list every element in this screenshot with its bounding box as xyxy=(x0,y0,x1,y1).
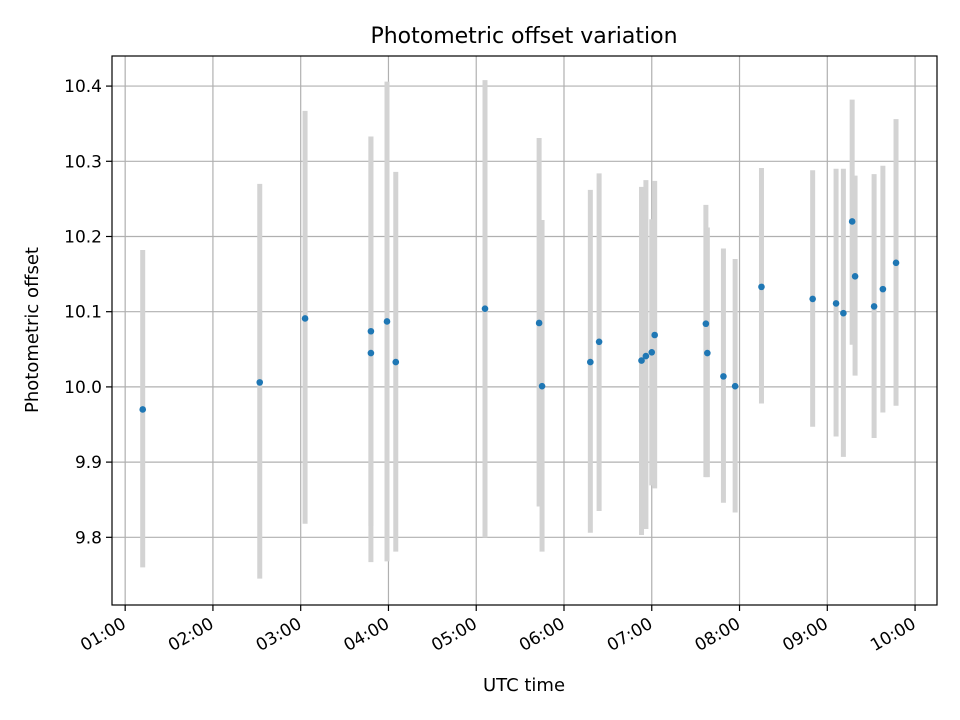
data-point xyxy=(642,352,650,360)
data-point xyxy=(648,349,656,356)
data-point xyxy=(595,338,603,346)
data-point xyxy=(638,357,645,364)
data-point xyxy=(879,285,887,293)
data-point xyxy=(731,382,739,390)
data-point xyxy=(651,331,658,339)
plot-frame xyxy=(111,55,938,606)
grid xyxy=(112,56,937,605)
data-point xyxy=(892,259,900,267)
data-point xyxy=(720,373,727,380)
data-point xyxy=(809,295,816,303)
chart-title: Photometric offset variation xyxy=(370,24,677,49)
y-tick-label: 10.3 xyxy=(64,152,102,172)
data-point xyxy=(392,358,400,366)
y-tick-label: 9.9 xyxy=(75,453,102,473)
data-points xyxy=(139,218,900,413)
data-point xyxy=(481,305,489,312)
data-point xyxy=(301,315,309,322)
data-point xyxy=(840,309,847,317)
data-point xyxy=(535,319,543,327)
x-axis-label: UTC time xyxy=(483,675,565,696)
data-point xyxy=(139,406,147,413)
data-point xyxy=(367,327,375,335)
data-point xyxy=(848,218,856,225)
y-tick-label: 10.1 xyxy=(64,303,102,323)
data-point xyxy=(383,318,391,325)
data-point xyxy=(367,349,375,357)
data-point xyxy=(702,320,710,328)
data-point xyxy=(851,273,859,280)
data-point xyxy=(587,358,594,366)
y-axis-label: Photometric offset xyxy=(22,247,43,413)
y-tick-label: 10.0 xyxy=(64,378,102,398)
data-point xyxy=(256,379,264,386)
data-point xyxy=(704,349,711,357)
data-point xyxy=(758,283,765,291)
data-point xyxy=(832,300,840,307)
data-point xyxy=(870,303,878,310)
y-tick-label: 10.4 xyxy=(64,77,102,97)
data-point xyxy=(538,382,546,390)
y-tick-label: 10.2 xyxy=(64,227,102,247)
y-axis-ticks: 9.8 9.9 10.0 10.1 10.2 10.3 10.4 xyxy=(64,77,112,548)
y-tick-label: 9.8 xyxy=(75,528,102,548)
